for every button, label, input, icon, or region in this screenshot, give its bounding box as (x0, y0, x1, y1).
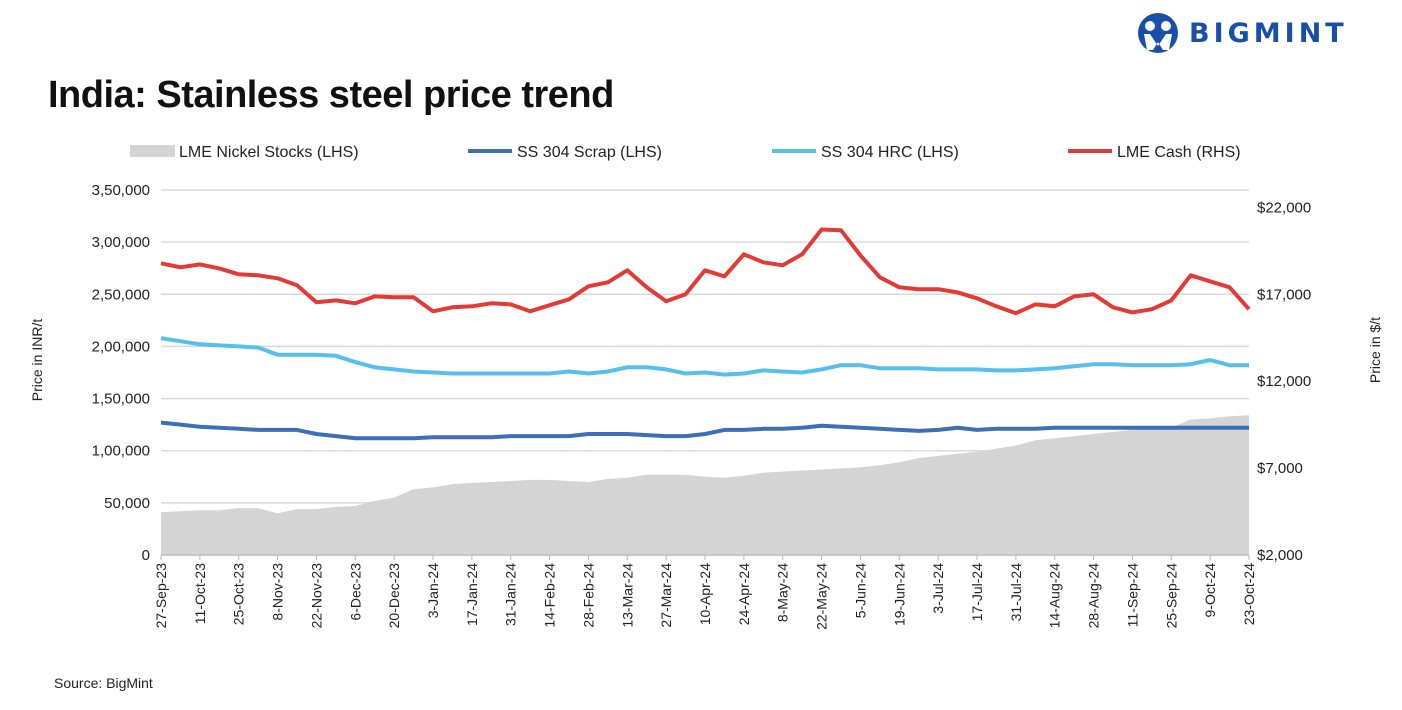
x-tick-label: 17-Jan-24 (464, 563, 480, 626)
x-tick-label: 27-Mar-24 (658, 563, 674, 628)
logo-icon (1138, 13, 1178, 53)
x-tick-label: 22-Nov-23 (308, 563, 324, 629)
y-right-tick-label: $7,000 (1257, 460, 1303, 477)
y-left-tick-label: 3,50,000 (92, 182, 150, 199)
series-line-3 (160, 227, 1251, 316)
x-tick-label: 6-Dec-23 (347, 563, 363, 621)
y-left-tick-label: 0 (142, 547, 150, 564)
bigmint-logo: BIGMINT (1137, 12, 1348, 54)
x-tick-label: 27-Sep-23 (153, 563, 169, 629)
y-left-tick-label: 2,00,000 (92, 338, 150, 355)
x-tick-label: 11-Sep-24 (1124, 563, 1140, 628)
x-tick-label: 5-Jun-24 (852, 563, 868, 618)
chart-title: India: Stainless steel price trend (48, 74, 614, 116)
legend-swatch-area (130, 145, 175, 157)
x-tick-label: 13-Mar-24 (619, 563, 635, 628)
y-right-tick-label: $2,000 (1257, 547, 1303, 564)
x-tick-label: 31-Jan-24 (503, 563, 519, 626)
x-tick-label: 3-Jul-24 (930, 563, 946, 614)
x-tick-label: 31-Jul-24 (1008, 563, 1024, 622)
source-note: Source: BigMint (54, 675, 153, 691)
y-left-axis-title: Price in INR/t (29, 319, 45, 402)
x-tick-label: 17-Jul-24 (969, 563, 985, 622)
x-tick-label: 3-Jan-24 (425, 563, 441, 618)
x-tick-label: 22-May-24 (814, 563, 830, 630)
x-tick-label: 10-Apr-24 (697, 563, 713, 625)
y-right-tick-label: $12,000 (1257, 373, 1311, 390)
y-left-tick-label: 50,000 (104, 495, 150, 512)
series-area-nickel-stocks (161, 415, 1249, 555)
legend-label: LME Nickel Stocks (LHS) (179, 144, 359, 161)
legend-label: SS 304 HRC (LHS) (821, 144, 959, 161)
x-tick-label: 8-Nov-23 (270, 563, 286, 621)
x-tick-label: 25-Oct-23 (231, 563, 247, 625)
series-line-2 (160, 336, 1249, 377)
x-tick-label: 9-Oct-24 (1202, 563, 1218, 618)
y-right-tick-label: $17,000 (1257, 286, 1311, 303)
x-tick-label: 28-Aug-24 (1086, 563, 1102, 629)
x-tick-label: 24-Apr-24 (736, 563, 752, 625)
x-tick-label: 8-May-24 (775, 563, 791, 622)
x-tick-label: 14-Feb-24 (542, 563, 558, 628)
x-tick-label: 14-Aug-24 (1047, 563, 1063, 629)
x-tick-label: 20-Dec-23 (386, 563, 402, 629)
y-right-tick-label: $22,000 (1257, 199, 1311, 216)
series-line-1 (160, 420, 1249, 441)
y-left-tick-label: 1,50,000 (92, 391, 150, 408)
y-left-tick-label: 1,00,000 (92, 443, 150, 460)
y-right-axis-title: Price in $/t (1367, 317, 1383, 383)
legend-label: SS 304 Scrap (LHS) (517, 144, 662, 161)
y-left-tick-label: 2,50,000 (92, 286, 150, 303)
x-tick-label: 23-Oct-24 (1241, 563, 1257, 625)
logo-text: BIGMINT (1189, 17, 1348, 49)
x-tick-label: 28-Feb-24 (580, 563, 596, 628)
x-tick-label: 25-Sep-24 (1163, 563, 1179, 629)
legend-label: LME Cash (RHS) (1117, 144, 1241, 161)
x-tick-label: 11-Oct-23 (192, 563, 208, 624)
x-tick-label: 19-Jun-24 (891, 563, 907, 626)
y-left-tick-label: 3,00,000 (92, 234, 150, 251)
